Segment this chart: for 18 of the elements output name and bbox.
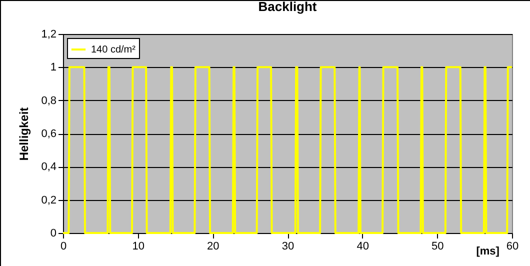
x-tick-label: 20 (207, 240, 220, 252)
x-axis-title: [ms] (476, 246, 500, 258)
x-tick-label: 60 (506, 240, 519, 252)
y-tick-label: 1 (50, 62, 56, 74)
x-tick-label: 40 (356, 240, 369, 252)
y-tick-label: 1,2 (41, 28, 56, 40)
y-tick-label: 0,2 (41, 194, 56, 206)
y-tick-label: 0,4 (41, 161, 56, 174)
y-axis-title: Helligkeit (17, 107, 32, 161)
y-tick-label: 0,8 (41, 94, 56, 107)
y-tick-label: 0,6 (41, 128, 56, 140)
chart-title: Backlight (258, 0, 318, 14)
x-tick-label: 50 (432, 240, 444, 252)
x-tick-label: 10 (132, 240, 144, 252)
y-tick-label: 0 (50, 228, 56, 240)
x-tick-label: 30 (282, 240, 294, 252)
legend-label: 140 cd/m² (91, 44, 136, 56)
x-tick-label: 0 (60, 240, 67, 252)
